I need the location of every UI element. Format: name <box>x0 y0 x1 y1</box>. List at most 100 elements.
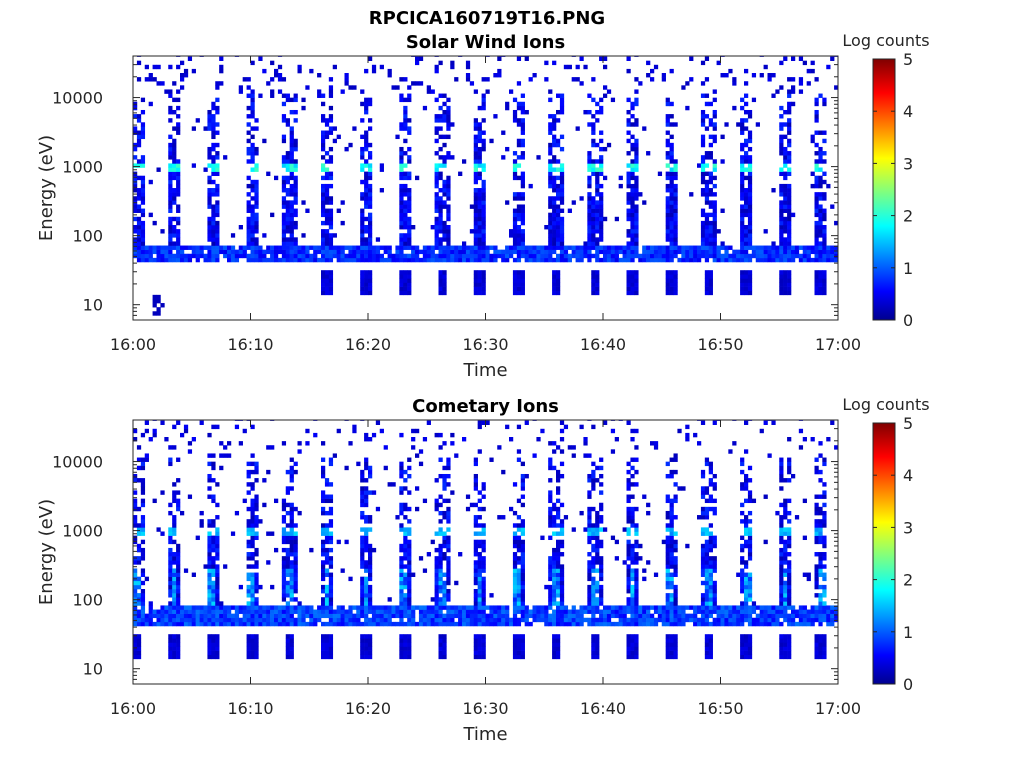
spectrogram-cell <box>783 196 788 201</box>
spectrogram-cell <box>246 638 251 643</box>
spectrogram-cell <box>438 216 443 222</box>
spectrogram-cell <box>787 138 792 144</box>
spectrogram-cell <box>579 510 584 516</box>
spectrogram-cell <box>653 253 659 259</box>
spectrogram-cell <box>462 253 467 259</box>
spectrogram-cell <box>301 105 306 111</box>
spectrogram-cell <box>289 576 294 582</box>
spectrogram-cell <box>501 515 506 520</box>
spectrogram-cell <box>485 621 490 627</box>
spectrogram-cell <box>595 539 600 545</box>
spectrogram-cell <box>552 638 557 643</box>
spectrogram-cell <box>360 605 365 610</box>
spectrogram-cell <box>603 216 608 222</box>
spectrogram-cell <box>450 249 455 255</box>
spectrogram-cell <box>552 613 557 619</box>
spectrogram-cell <box>779 114 784 119</box>
spectrogram-cell <box>630 642 635 647</box>
spectrogram-cell <box>211 101 216 107</box>
spectrogram-cell <box>646 560 651 565</box>
spectrogram-cell <box>442 155 447 160</box>
spectrogram-cell <box>556 568 561 573</box>
spectrogram-cell <box>364 257 369 263</box>
spectrogram-cell <box>254 535 259 541</box>
spectrogram-cell <box>289 552 294 557</box>
spectrogram-cell <box>426 613 431 619</box>
spectrogram-cell <box>493 609 498 614</box>
spectrogram-cell <box>211 233 216 238</box>
spectrogram-cell <box>407 192 412 197</box>
spectrogram-cell <box>293 97 298 103</box>
spectrogram-cell <box>262 621 267 627</box>
spectrogram-cell <box>704 245 710 250</box>
spectrogram-cell <box>403 216 408 222</box>
spectrogram-cell <box>356 605 361 610</box>
spectrogram-cell <box>407 159 412 164</box>
spectrogram-cell <box>328 105 334 111</box>
spectrogram-cell <box>360 609 365 614</box>
spectrogram-cell <box>814 212 819 218</box>
spectrogram-cell <box>403 122 408 127</box>
spectrogram-cell <box>415 257 420 263</box>
spectrogram-cell <box>646 613 651 619</box>
spectrogram-cell <box>395 253 400 259</box>
spectrogram-cell <box>477 237 482 242</box>
spectrogram-cell <box>626 572 631 577</box>
spectrogram-cell <box>595 179 600 185</box>
spectrogram-cell <box>364 290 369 296</box>
spectrogram-cell <box>485 605 490 610</box>
spectrogram-cell <box>434 241 439 246</box>
spectrogram-cell <box>512 609 518 614</box>
spectrogram-cell <box>336 208 341 213</box>
spectrogram-cell <box>328 609 334 614</box>
spectrogram-cell <box>293 584 298 590</box>
spectrogram-cell <box>712 204 717 209</box>
spectrogram-cell <box>559 461 565 467</box>
spectrogram-cell <box>438 126 443 131</box>
spectrogram-cell <box>172 498 177 504</box>
spectrogram-cell <box>724 257 729 263</box>
spectrogram-cell <box>156 294 161 300</box>
spectrogram-cell <box>583 609 588 614</box>
spectrogram-cell <box>512 531 518 536</box>
spectrogram-cell <box>787 105 792 111</box>
spectrogram-cell <box>187 257 193 263</box>
spectrogram-cell <box>446 560 451 565</box>
spectrogram-cell <box>176 642 181 647</box>
spectrogram-cell <box>552 175 557 181</box>
spectrogram-cell <box>630 547 635 553</box>
spectrogram-cell <box>305 208 310 213</box>
spectrogram-cell <box>136 216 142 222</box>
spectrogram-cell <box>211 192 216 197</box>
spectrogram-cell <box>669 179 674 185</box>
spectrogram-cell <box>704 286 710 292</box>
spectrogram-cell <box>403 118 408 123</box>
spectrogram-cell <box>183 428 189 434</box>
spectrogram-cell <box>285 556 290 561</box>
spectrogram-cell <box>254 597 259 602</box>
spectrogram-cell <box>442 163 447 168</box>
spectrogram-cell <box>516 286 522 292</box>
spectrogram-cell <box>289 253 294 259</box>
spectrogram-cell <box>215 257 220 263</box>
spectrogram-cell <box>606 89 612 94</box>
spectrogram-cell <box>211 580 216 586</box>
spectrogram-cell <box>661 249 666 255</box>
spectrogram-cell <box>493 621 498 627</box>
spectrogram-cell <box>610 605 616 610</box>
spectrogram-cell <box>144 253 149 259</box>
spectrogram-cell <box>364 634 369 639</box>
spectrogram-cell <box>591 253 596 259</box>
spectrogram-cell <box>830 204 835 209</box>
spectrogram-cell <box>442 478 447 483</box>
spectrogram-cell <box>195 249 200 255</box>
spectrogram-cell <box>176 97 181 103</box>
spectrogram-cell <box>591 576 596 582</box>
spectrogram-cell <box>556 523 561 528</box>
spectrogram-cell <box>469 245 475 250</box>
spectrogram-cell <box>599 138 604 144</box>
spectrogram-cell <box>626 286 631 292</box>
spectrogram-cell <box>481 233 486 238</box>
spectrogram-cell <box>207 126 212 131</box>
spectrogram-cell <box>673 204 678 209</box>
